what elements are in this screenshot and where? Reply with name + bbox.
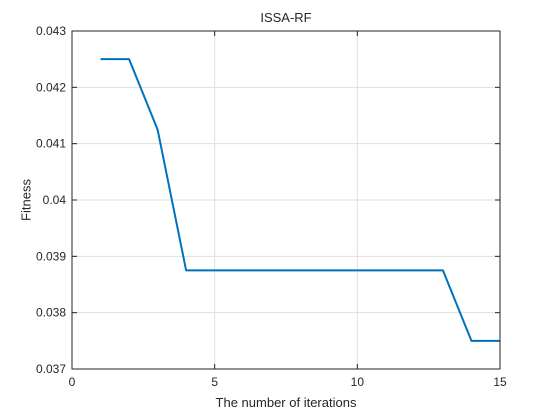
chart-title: ISSA-RF xyxy=(260,10,311,25)
x-tick-label: 5 xyxy=(211,375,218,389)
axis-ticks: 0 5 10 15 0.037 0.038 0.039 0.04 0.041 0.042 0.043 xyxy=(36,24,507,389)
x-axis-label: The number of iterations xyxy=(216,395,357,410)
series-layer xyxy=(100,58,500,342)
x-tick-label: 15 xyxy=(493,375,507,389)
y-axis-label: Fitness xyxy=(18,179,33,221)
y-tick-label: 0.04 xyxy=(43,193,67,207)
x-tick-label: 0 xyxy=(69,375,76,389)
fitness-series-line xyxy=(100,58,500,342)
y-tick-label: 0.042 xyxy=(36,80,66,94)
grid xyxy=(72,31,500,369)
y-tick-label: 0.039 xyxy=(36,249,66,263)
y-tick-label: 0.037 xyxy=(36,362,66,376)
x-tick-label: 10 xyxy=(351,375,365,389)
y-tick-label: 0.038 xyxy=(36,306,66,320)
y-tick-label: 0.043 xyxy=(36,24,66,38)
y-tick-label: 0.041 xyxy=(36,137,66,151)
